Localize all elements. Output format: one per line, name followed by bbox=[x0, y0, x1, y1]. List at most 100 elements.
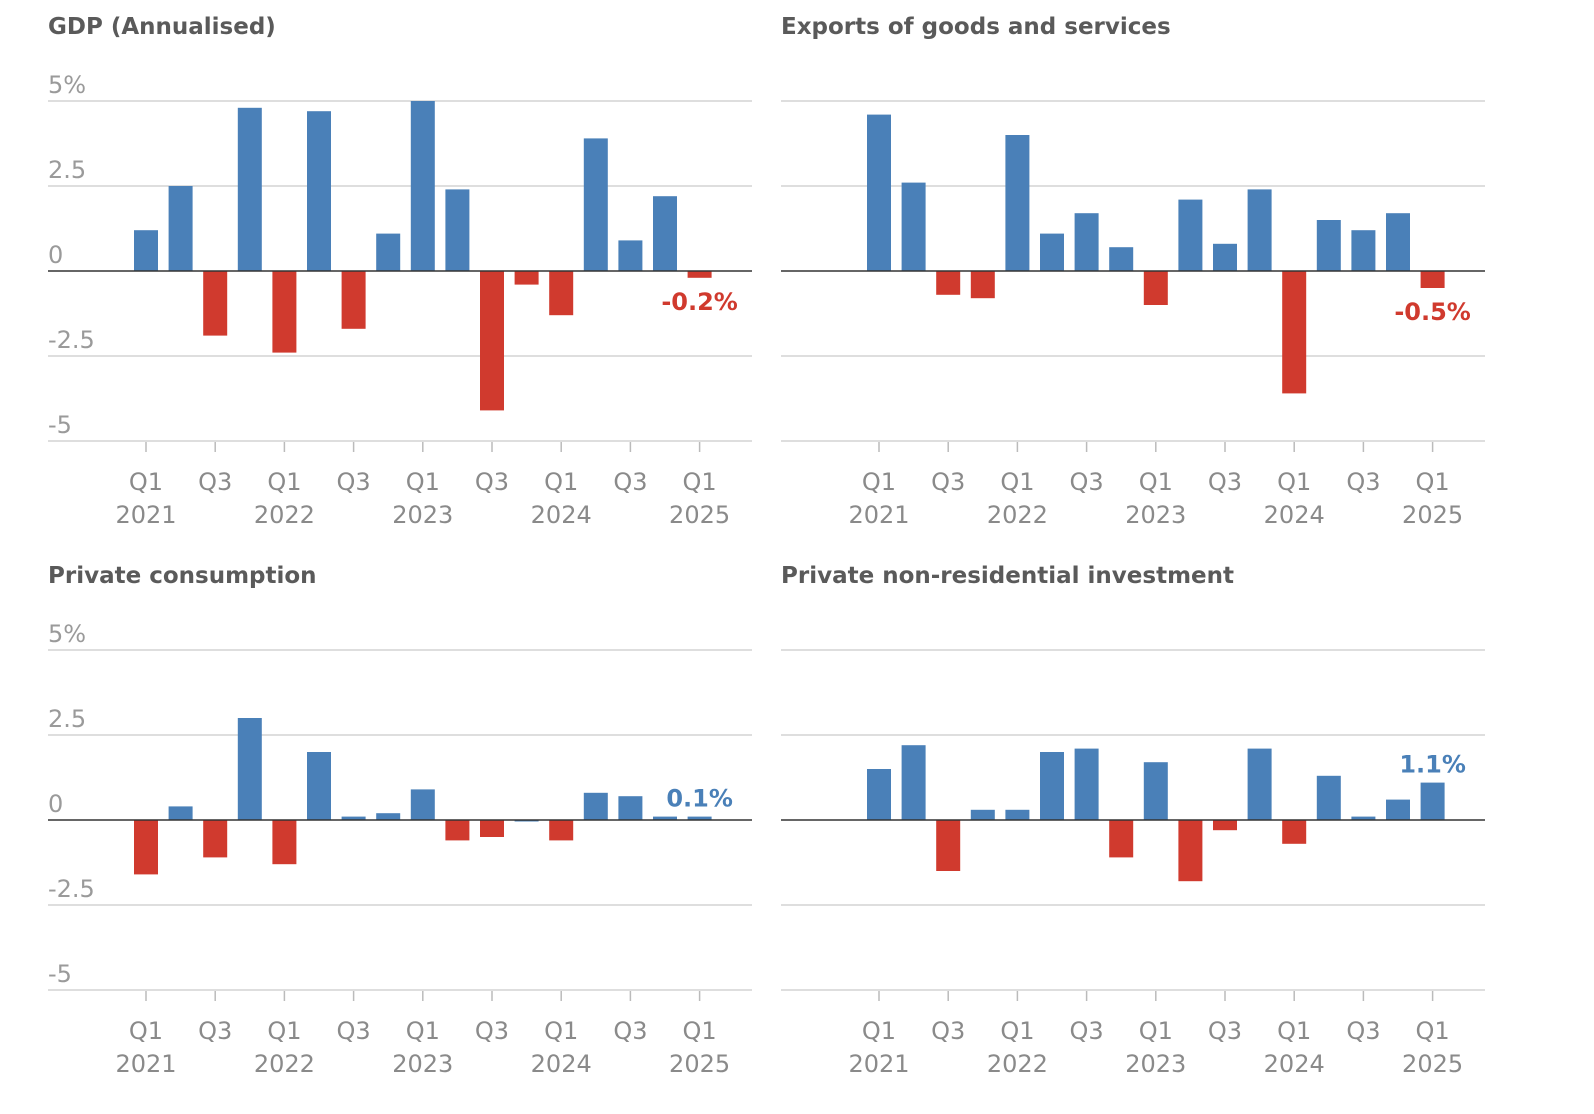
bar-q4-2021 bbox=[237, 718, 262, 820]
x-tick-label: Q3 bbox=[1070, 468, 1104, 496]
x-tick-year-label: 2023 bbox=[392, 1050, 453, 1078]
x-tick-label: Q1 bbox=[129, 1017, 163, 1045]
x-tick-label: Q1 bbox=[406, 1017, 440, 1045]
bar-q3-2021 bbox=[203, 271, 228, 336]
bar-q3-2023 bbox=[480, 820, 504, 837]
y-tick-label: 5% bbox=[48, 620, 86, 648]
x-tick-label: Q1 bbox=[1416, 468, 1450, 496]
x-tick-label: Q3 bbox=[1346, 468, 1380, 496]
x-tick-label: Q1 bbox=[862, 1017, 896, 1045]
bar-q2-2024 bbox=[1316, 220, 1341, 271]
bar-q1-2021 bbox=[867, 114, 891, 271]
x-tick-year-label: 2024 bbox=[1264, 1050, 1325, 1078]
x-tick-year-label: 2025 bbox=[1402, 501, 1463, 529]
bar-q1-2022 bbox=[272, 271, 297, 353]
x-tick-label: Q1 bbox=[267, 1017, 301, 1045]
bar-q2-2023 bbox=[1178, 199, 1203, 271]
chart-panel-exports: Exports of goods and services Q1 2021 Q3 Q1 2… bbox=[733, 0, 1523, 560]
x-tick-label: Q3 bbox=[198, 1017, 232, 1045]
bar-q1-2024 bbox=[549, 820, 574, 841]
bar-q1-2025 bbox=[1420, 782, 1445, 820]
x-tick-label: Q1 bbox=[406, 468, 440, 496]
last-value-label: 1.1% bbox=[1399, 751, 1466, 779]
x-tick-label: Q3 bbox=[475, 1017, 509, 1045]
y-tick-label: -2.5 bbox=[48, 326, 95, 354]
y-tick-label: 2.5 bbox=[48, 156, 86, 184]
x-tick-label: Q1 bbox=[862, 468, 896, 496]
x-tick-label: Q3 bbox=[337, 1017, 371, 1045]
x-tick-label: Q3 bbox=[1346, 1017, 1380, 1045]
x-tick-year-label: 2024 bbox=[531, 1050, 592, 1078]
bar-q3-2024 bbox=[618, 240, 643, 271]
x-tick-label: Q1 bbox=[683, 1017, 717, 1045]
bar-q2-2021 bbox=[901, 182, 926, 271]
x-tick-label: Q1 bbox=[1277, 468, 1311, 496]
chart-title: GDP (Annualised) bbox=[48, 14, 276, 40]
x-tick-year-label: 2025 bbox=[1402, 1050, 1463, 1078]
bar-q2-2023 bbox=[445, 189, 470, 271]
bar-q1-2023 bbox=[410, 101, 435, 271]
x-tick-year-label: 2021 bbox=[115, 1050, 176, 1078]
x-tick-year-label: 2022 bbox=[987, 501, 1048, 529]
chart-title: Exports of goods and services bbox=[781, 14, 1171, 40]
x-tick-year-label: 2022 bbox=[254, 501, 315, 529]
x-tick-label: Q3 bbox=[337, 468, 371, 496]
bar-q4-2021 bbox=[970, 809, 995, 820]
bar-q2-2024 bbox=[583, 138, 608, 271]
bar-q2-2024 bbox=[1316, 775, 1341, 820]
bar-q1-2024 bbox=[1282, 271, 1307, 394]
chart-exports: Exports of goods and services Q1 2021 Q3 Q1 2… bbox=[781, 14, 1485, 529]
bar-q4-2024 bbox=[653, 816, 677, 820]
bar-q3-2024 bbox=[1351, 816, 1376, 820]
bar-q4-2022 bbox=[1109, 820, 1134, 858]
bar-q2-2024 bbox=[583, 792, 608, 820]
x-tick-year-label: 2022 bbox=[987, 1050, 1048, 1078]
bar-q1-2023 bbox=[1143, 762, 1168, 820]
x-tick-year-label: 2024 bbox=[1264, 501, 1325, 529]
bar-q1-2022 bbox=[1005, 809, 1030, 820]
x-tick-label: Q1 bbox=[1000, 468, 1034, 496]
chart-panel-consumption: Private consumption 5% 2.5 0 -2.5 -5 Q1 2021 Q3 Q… bbox=[0, 549, 790, 1109]
chart-panel-investment: Private non-residential investment Q1 2021… bbox=[733, 549, 1523, 1109]
x-tick-year-label: 2025 bbox=[669, 1050, 730, 1078]
bar-q4-2024 bbox=[1386, 799, 1410, 820]
bar-q3-2023 bbox=[1213, 820, 1237, 831]
bar-q2-2023 bbox=[1178, 820, 1203, 882]
x-tick-label: Q3 bbox=[1208, 1017, 1242, 1045]
bar-q1-2025 bbox=[687, 816, 712, 820]
bar-q1-2022 bbox=[1005, 135, 1030, 271]
bar-q1-2024 bbox=[549, 271, 574, 316]
bar-q4-2024 bbox=[1386, 213, 1410, 271]
last-value-label: 0.1% bbox=[666, 785, 733, 813]
x-tick-label: Q3 bbox=[931, 1017, 965, 1045]
x-tick-label: Q1 bbox=[1000, 1017, 1034, 1045]
x-tick-label: Q1 bbox=[129, 468, 163, 496]
bar-q4-2023 bbox=[514, 271, 539, 285]
bar-q4-2022 bbox=[376, 813, 401, 820]
y-tick-label: 0 bbox=[48, 790, 63, 818]
last-value-label: -0.5% bbox=[1394, 298, 1471, 326]
bar-q4-2022 bbox=[376, 233, 401, 271]
bar-q1-2025 bbox=[687, 271, 712, 278]
y-tick-label: -5 bbox=[48, 411, 72, 439]
bar-q1-2021 bbox=[134, 230, 158, 271]
bar-q3-2021 bbox=[203, 820, 228, 858]
bar-q1-2023 bbox=[1143, 271, 1168, 305]
bar-q4-2023 bbox=[1247, 748, 1272, 820]
bar-q3-2022 bbox=[1074, 748, 1099, 820]
bar-q4-2024 bbox=[653, 196, 677, 271]
bar-q4-2022 bbox=[1109, 247, 1134, 271]
x-tick-year-label: 2022 bbox=[254, 1050, 315, 1078]
x-tick-label: Q3 bbox=[475, 468, 509, 496]
x-tick-year-label: 2024 bbox=[531, 501, 592, 529]
bar-q3-2022 bbox=[1074, 213, 1099, 271]
y-tick-label: -2.5 bbox=[48, 875, 95, 903]
bar-q1-2023 bbox=[410, 789, 435, 820]
bar-q3-2022 bbox=[341, 271, 366, 329]
bar-q3-2023 bbox=[480, 271, 504, 411]
x-tick-label: Q1 bbox=[1139, 468, 1173, 496]
x-tick-year-label: 2021 bbox=[848, 1050, 909, 1078]
bar-q2-2023 bbox=[445, 820, 470, 841]
y-tick-label: 5% bbox=[48, 71, 86, 99]
x-tick-label: Q1 bbox=[1416, 1017, 1450, 1045]
